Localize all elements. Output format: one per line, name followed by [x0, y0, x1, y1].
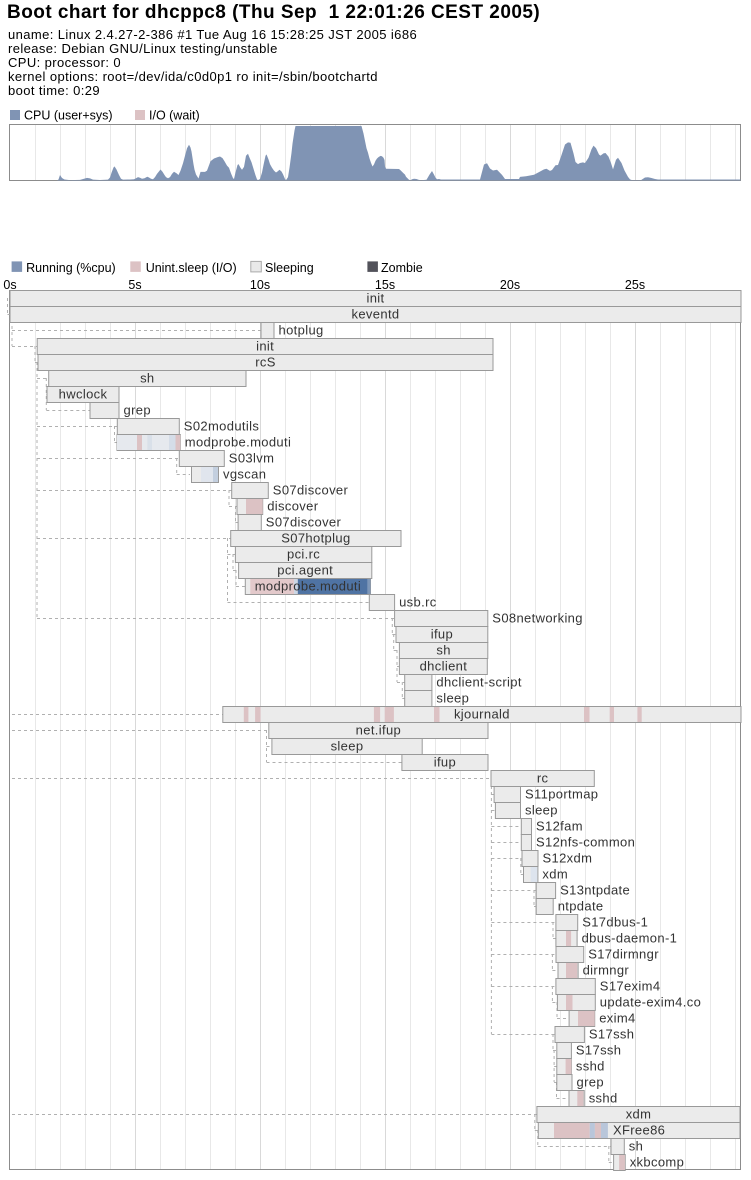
svg-text:pci.rc: pci.rc	[287, 547, 320, 562]
svg-text:sshd: sshd	[576, 1059, 605, 1074]
svg-text:S12nfs-common: S12nfs-common	[536, 835, 635, 850]
svg-text:Unint.sleep (I/O): Unint.sleep (I/O)	[146, 261, 237, 275]
svg-text:pci.agent: pci.agent	[277, 563, 333, 578]
svg-text:S07discover: S07discover	[266, 515, 342, 530]
svg-text:xkbcomp: xkbcomp	[630, 1155, 684, 1170]
svg-text:Boot chart for dhcppc8 (Thu Se: Boot chart for dhcppc8 (Thu Sep 1 22:01:…	[7, 2, 540, 23]
svg-text:exim4: exim4	[599, 1011, 635, 1026]
svg-text:dhclient-script: dhclient-script	[436, 675, 521, 690]
svg-text:hotplug: hotplug	[279, 323, 324, 338]
svg-text:S17exim4: S17exim4	[600, 979, 661, 994]
svg-text:S12fam: S12fam	[536, 819, 583, 834]
svg-text:net.ifup: net.ifup	[356, 723, 401, 738]
svg-text:rc: rc	[537, 771, 549, 786]
svg-text:Zombie: Zombie	[381, 261, 423, 275]
svg-text:init: init	[256, 339, 274, 354]
svg-text:sleep: sleep	[331, 739, 364, 754]
svg-text:sh: sh	[140, 371, 154, 386]
svg-text:25s: 25s	[625, 278, 645, 292]
svg-text:20s: 20s	[500, 278, 520, 292]
svg-text:modprobe.moduti: modprobe.moduti	[185, 435, 291, 450]
svg-text:I/O (wait): I/O (wait)	[149, 109, 200, 123]
svg-text:0s: 0s	[3, 278, 16, 292]
svg-text:ifup: ifup	[431, 627, 453, 642]
svg-text:S03lvm: S03lvm	[229, 451, 274, 466]
svg-text:S08networking: S08networking	[492, 611, 583, 626]
svg-text:S02modutils: S02modutils	[184, 419, 260, 434]
svg-text:ifup: ifup	[434, 755, 456, 770]
svg-text:S07discover: S07discover	[273, 483, 349, 498]
svg-text:dhclient: dhclient	[420, 659, 468, 674]
svg-text:dirmngr: dirmngr	[583, 963, 630, 978]
svg-text:CPU: processor: 0: CPU: processor: 0	[8, 55, 121, 70]
svg-text:boot time: 0:29: boot time: 0:29	[8, 83, 100, 98]
svg-text:S17ssh: S17ssh	[576, 1043, 621, 1058]
svg-text:update-exim4.co: update-exim4.co	[600, 995, 701, 1010]
svg-text:S17ssh: S17ssh	[589, 1027, 634, 1042]
svg-text:init: init	[366, 291, 384, 306]
svg-text:uname: Linux 2.4.27-2-386 #1 T: uname: Linux 2.4.27-2-386 #1 Tue Aug 16 …	[8, 27, 417, 42]
svg-text:XFree86: XFree86	[613, 1123, 665, 1138]
svg-text:usb.rc: usb.rc	[399, 595, 437, 610]
svg-text:sshd: sshd	[589, 1091, 618, 1106]
svg-text:Running (%cpu): Running (%cpu)	[26, 261, 116, 275]
svg-text:S13ntpdate: S13ntpdate	[560, 883, 630, 898]
svg-text:S17dirmngr: S17dirmngr	[588, 947, 659, 962]
svg-text:S07hotplug: S07hotplug	[281, 531, 350, 546]
svg-text:modprobe.moduti: modprobe.moduti	[255, 579, 361, 594]
svg-text:keventd: keventd	[352, 307, 400, 322]
svg-text:sleep: sleep	[525, 803, 558, 818]
svg-text:hwclock: hwclock	[59, 387, 108, 402]
svg-text:CPU (user+sys): CPU (user+sys)	[24, 109, 113, 123]
svg-text:10s: 10s	[250, 278, 270, 292]
svg-text:grep: grep	[124, 403, 151, 418]
svg-text:release: Debian GNU/Linux test: release: Debian GNU/Linux testing/unstab…	[8, 41, 278, 56]
svg-text:S11portmap: S11portmap	[525, 787, 598, 802]
svg-text:xdm: xdm	[542, 867, 568, 882]
svg-text:5s: 5s	[128, 278, 141, 292]
svg-text:vgscan: vgscan	[223, 467, 266, 482]
svg-text:grep: grep	[577, 1075, 604, 1090]
svg-text:kernel options: root=/dev/ida/: kernel options: root=/dev/ida/c0d0p1 ro …	[8, 69, 378, 84]
svg-text:Sleeping: Sleeping	[265, 261, 314, 275]
svg-text:15s: 15s	[375, 278, 395, 292]
svg-text:sh: sh	[436, 643, 450, 658]
svg-text:xdm: xdm	[626, 1107, 652, 1122]
svg-text:sleep: sleep	[436, 691, 469, 706]
svg-text:S17dbus-1: S17dbus-1	[582, 915, 648, 930]
svg-text:S12xdm: S12xdm	[543, 851, 593, 866]
svg-text:discover: discover	[267, 499, 319, 514]
svg-text:ntpdate: ntpdate	[558, 899, 604, 914]
svg-text:sh: sh	[629, 1139, 643, 1154]
svg-text:kjournald: kjournald	[454, 707, 510, 722]
svg-text:dbus-daemon-1: dbus-daemon-1	[582, 931, 678, 946]
svg-text:rcS: rcS	[255, 355, 276, 370]
